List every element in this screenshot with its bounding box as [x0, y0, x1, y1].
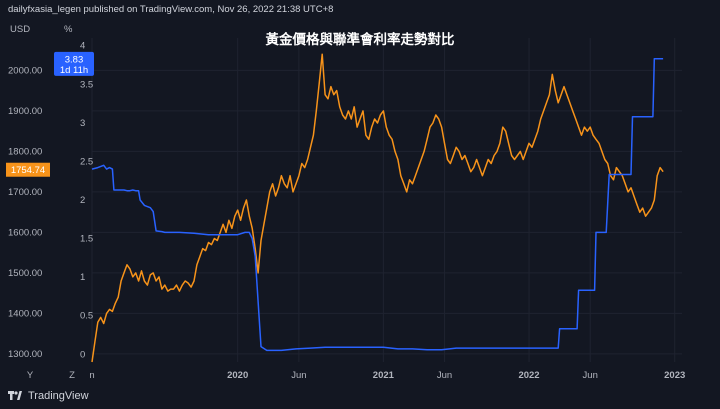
series-layer — [91, 53, 664, 363]
left-tick-label: 1900.00 — [8, 106, 42, 117]
grid — [91, 38, 682, 362]
gold-price-line — [91, 53, 664, 363]
x-tick-label: Jun — [291, 370, 306, 381]
right-tick-label: 3 — [80, 118, 85, 129]
footer: TradingView — [0, 386, 720, 409]
right-tick-label: 4 — [80, 41, 85, 52]
x-tick-label: 2020 — [227, 370, 248, 381]
publisher-caption: dailyfxasia_legen published on TradingVi… — [8, 4, 334, 15]
x-tick-label: Jun — [437, 370, 452, 381]
x-tick-label: Jun — [583, 370, 598, 381]
right-axis-ticks: 0 0.5 1 1.5 2 2.5 3 3.5 4 — [80, 41, 93, 361]
fed-rate-tag — [54, 51, 94, 76]
x-tick-label: 2021 — [373, 370, 395, 381]
right-tick-label: 3.5 — [80, 79, 93, 90]
gold-price-tag — [6, 162, 50, 177]
left-tick-label: 1500.00 — [8, 268, 42, 279]
right-tick-label: 1 — [80, 272, 85, 283]
scale-button-y[interactable]: Y — [27, 370, 34, 381]
right-axis-unit: % — [64, 24, 73, 35]
x-axis-ticks: n 2020 Jun 2021 Jun 2022 Jun 2023 — [89, 370, 685, 381]
fed-rate-tag-countdown: 1d 11h — [60, 65, 88, 76]
left-tick-label: 1800.00 — [8, 146, 42, 157]
right-tick-label: 0.5 — [80, 311, 93, 322]
left-tick-label: 1400.00 — [8, 308, 42, 319]
left-axis-unit: USD — [10, 24, 30, 35]
gold-vs-fed-rate-chart: USD % 黃金價格與聯準會利率走勢對比 1300.00 1400.00 1500.… — [6, 24, 685, 381]
tradingview-logo-icon — [8, 391, 22, 400]
right-tick-label: 2.5 — [80, 156, 93, 167]
right-tick-label: 0 — [80, 349, 85, 360]
left-tick-label: 1300.00 — [8, 349, 42, 360]
x-tick-label: n — [89, 370, 94, 381]
right-tick-label: 2 — [80, 195, 85, 206]
x-tick-label: 2023 — [664, 370, 685, 381]
chart-title: 黃金價格與聯準會利率走勢對比 — [265, 31, 455, 47]
left-tick-label: 2000.00 — [8, 65, 42, 76]
left-tick-label: 1700.00 — [8, 187, 42, 198]
fed-rate-tag-text: 3.83 — [65, 54, 84, 65]
left-tick-label: 1600.00 — [8, 227, 42, 238]
footer-brand[interactable]: TradingView — [28, 390, 89, 402]
scale-button-z[interactable]: Z — [69, 370, 75, 381]
gold-price-tag-text: 1754.74 — [11, 165, 45, 176]
right-tick-label: 1.5 — [80, 234, 93, 245]
x-tick-label: 2022 — [518, 370, 539, 381]
fed-rate-line — [91, 58, 664, 352]
left-axis-ticks: 1300.00 1400.00 1500.00 1600.00 1700.00 1800.… — [8, 65, 42, 360]
